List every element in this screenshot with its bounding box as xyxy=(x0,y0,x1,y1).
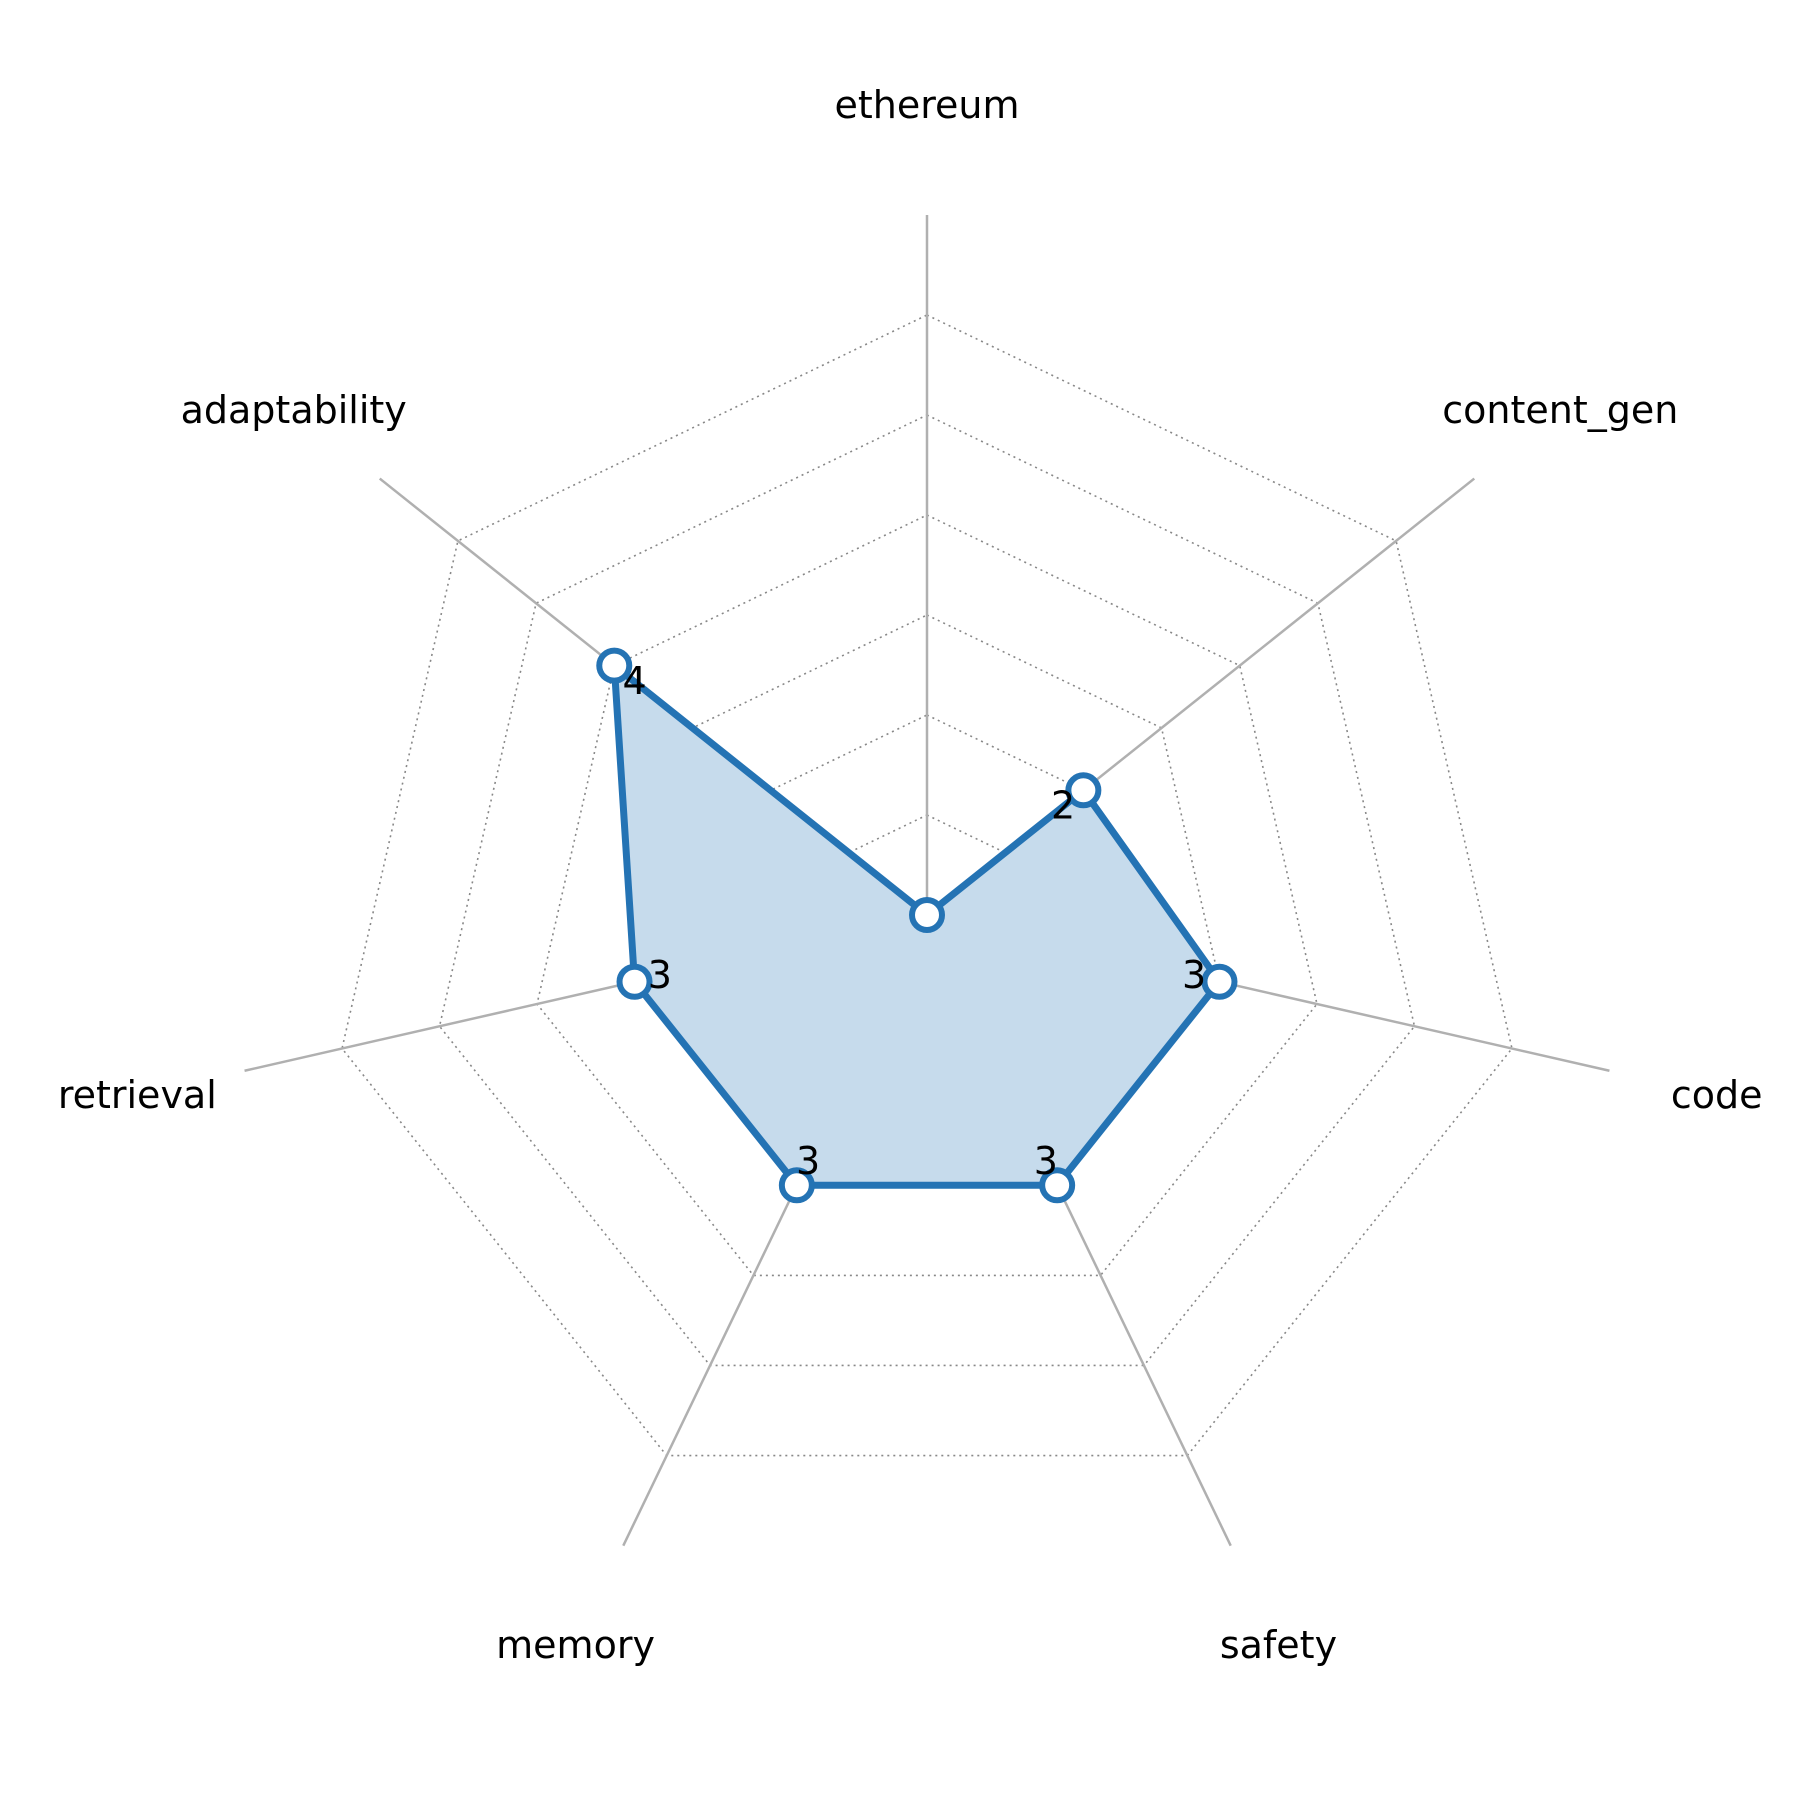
data-point-adaptability xyxy=(596,647,633,684)
value-label-safety: 3 xyxy=(1034,1139,1058,1183)
data-point-safety xyxy=(1039,1167,1076,1204)
axis-label-code: code xyxy=(1671,1073,1763,1117)
axis-label-safety: safety xyxy=(1220,1623,1337,1667)
grid-ring xyxy=(341,314,1513,1457)
value-label-code: 3 xyxy=(1182,953,1206,997)
axis-label-adaptability: adaptability xyxy=(181,388,407,432)
value-label-retrieval: 3 xyxy=(648,953,672,997)
data-point-retrieval xyxy=(616,963,653,1000)
grid-ring xyxy=(438,414,1416,1367)
data-point-ethereum xyxy=(909,897,945,933)
value-label-adaptability: 4 xyxy=(623,659,647,703)
spoke-layer xyxy=(244,215,1610,1547)
data-point-memory xyxy=(778,1167,815,1204)
axis-label-ethereum: ethereum xyxy=(834,83,1019,127)
axis-label-content_gen: content_gen xyxy=(1442,388,1678,432)
axis-label-retrieval: retrieval xyxy=(58,1073,217,1117)
data-point-code xyxy=(1201,963,1238,1000)
value-label-content_gen: 2 xyxy=(1051,784,1075,828)
value-label-layer: 2 3 3 3 3 4 xyxy=(623,659,1207,1183)
data-point-content_gen xyxy=(1065,772,1102,809)
axis-label-memory: memory xyxy=(496,1623,655,1667)
marker-layer xyxy=(596,647,1238,1204)
value-label-memory: 3 xyxy=(796,1139,820,1183)
